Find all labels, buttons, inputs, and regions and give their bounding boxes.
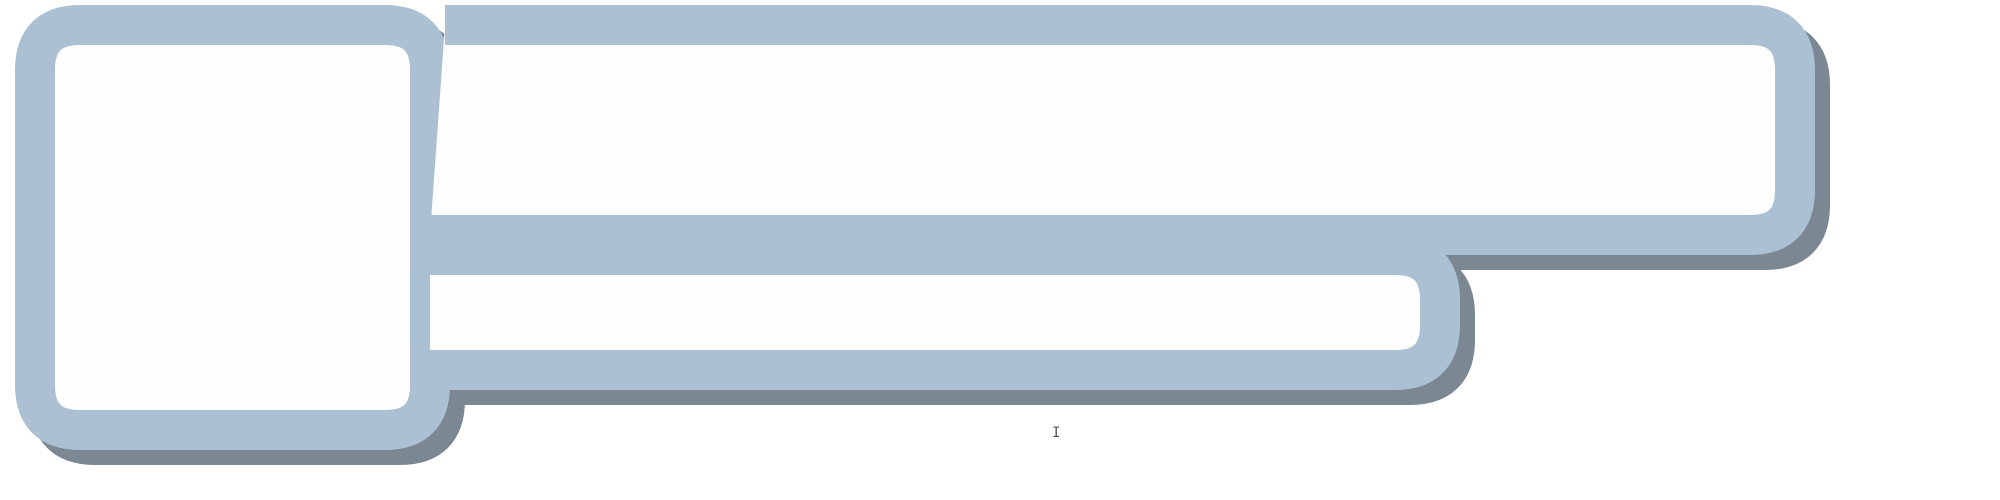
top-wide-box: [430, 4, 1815, 255]
box-group: [15, 4, 1815, 450]
bottom-middle-box: [430, 235, 1460, 390]
text-cursor-icon: I: [1052, 425, 1060, 441]
left-tall-box: [15, 4, 450, 450]
